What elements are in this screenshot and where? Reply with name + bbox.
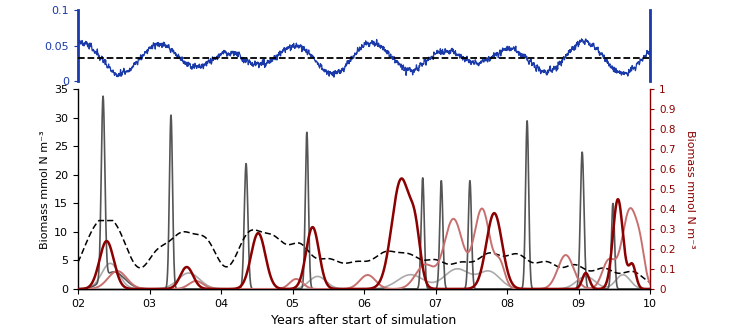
X-axis label: Years after start of simulation: Years after start of simulation (271, 314, 457, 327)
Y-axis label: Biomass mmol N m⁻³: Biomass mmol N m⁻³ (685, 130, 695, 249)
Y-axis label: Biomass mmol N m⁻³: Biomass mmol N m⁻³ (40, 130, 50, 249)
